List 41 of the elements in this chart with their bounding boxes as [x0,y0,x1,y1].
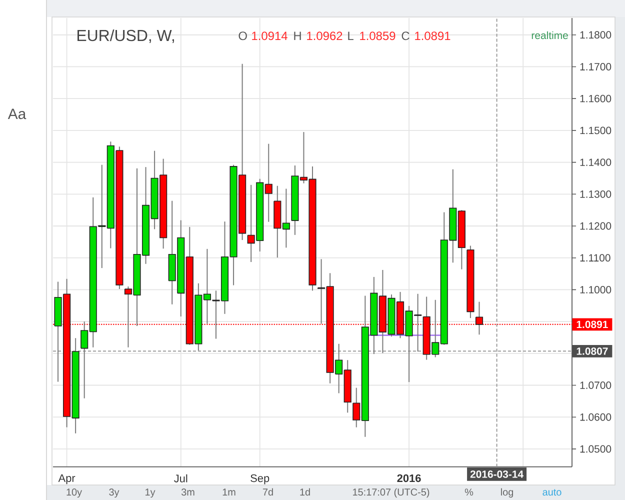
text: auto [542,489,562,496]
annotation: 1.0891 [415,32,450,40]
annotation: realtime [532,31,568,40]
y-tick-label: 1.0600 [580,413,612,421]
annotation: H [294,32,301,40]
text: 7d [262,488,273,496]
y-tick-label: 1.1600 [580,94,612,102]
annotation: 1.0859 [360,32,396,40]
text: 1m [222,488,236,496]
text: 3y [109,488,120,498]
x-tick-label: 2016 [397,474,421,482]
y-tick-label: 1.0500 [580,445,612,453]
y-tick-label: 1.1500 [580,126,612,134]
text: 3m [181,488,194,496]
text: Aa [8,108,26,120]
text: EUR/USD, W, [78,29,174,44]
annotation: 1.0962 [307,32,342,40]
ref-line-label: 2016-03-14 [470,470,524,478]
text: 1y [146,488,156,498]
y-tick-label: 1.1000 [580,286,612,294]
y-tick-label: 1.1200 [580,222,612,230]
y-tick-label: 1.1400 [580,158,612,166]
ref-line-label: 1.0807 [576,347,608,355]
ref-line-label: 1.0891 [576,320,608,328]
x-tick-label: Sep [250,474,270,484]
text: % [464,488,474,496]
annotation: L [348,32,354,40]
y-tick-label: 1.1300 [580,190,612,198]
annotation: O [238,32,247,40]
x-tick-label: Jul [174,474,188,482]
text: 15:17:07 (UTC-5) [353,488,430,498]
y-tick-label: 1.0700 [580,382,612,389]
annotation: 1.0914 [252,32,288,40]
y-tick-label: 1.1100 [580,254,610,262]
text: 1d [300,488,310,496]
text: 10y [66,488,82,498]
annotation: C [402,32,410,40]
y-tick-label: 1.1700 [580,63,612,70]
text: log [501,488,514,498]
x-tick-label: Apr [58,474,76,484]
y-tick-label: 1.1800 [580,31,612,39]
